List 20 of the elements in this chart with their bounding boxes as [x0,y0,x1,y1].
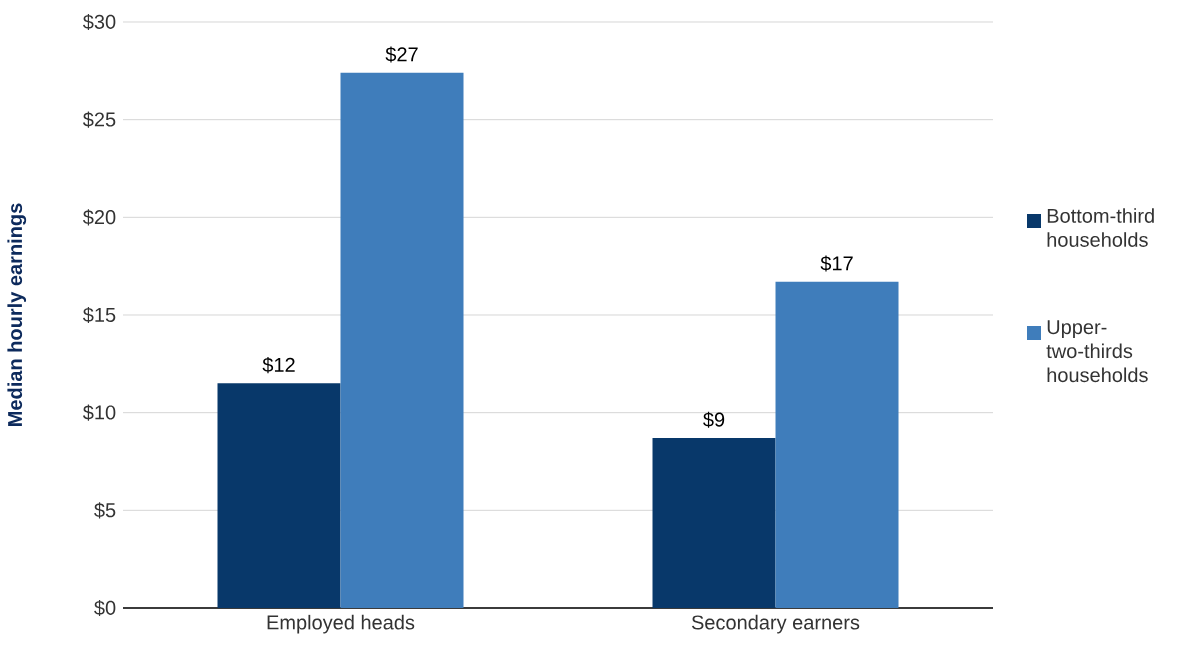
data-label: $12 [262,356,295,374]
x-tick-label: Secondary earners [691,614,860,634]
bar [652,438,776,608]
data-label: $17 [820,255,853,272]
y-tick-label: $25 [82,111,116,128]
bar [340,72,464,608]
y-tick-label: $0 [94,599,116,617]
y-tick-label: $15 [82,306,116,324]
y-tick-label: $10 [82,404,116,421]
data-label: $9 [703,411,725,428]
y-tick-label: $20 [82,209,116,226]
data-label: $27 [385,46,418,63]
bar [775,281,899,608]
bar [217,383,341,608]
y-axis-title: Median hourly earnings [7,203,27,426]
x-tick-label: Employed heads [267,614,415,634]
legend-label: Bottom-third households [1047,208,1154,247]
y-tick-label: $30 [82,13,116,31]
y-tick-label: $5 [94,502,116,519]
legend-label: Upper-two-thirds households [1046,320,1148,383]
